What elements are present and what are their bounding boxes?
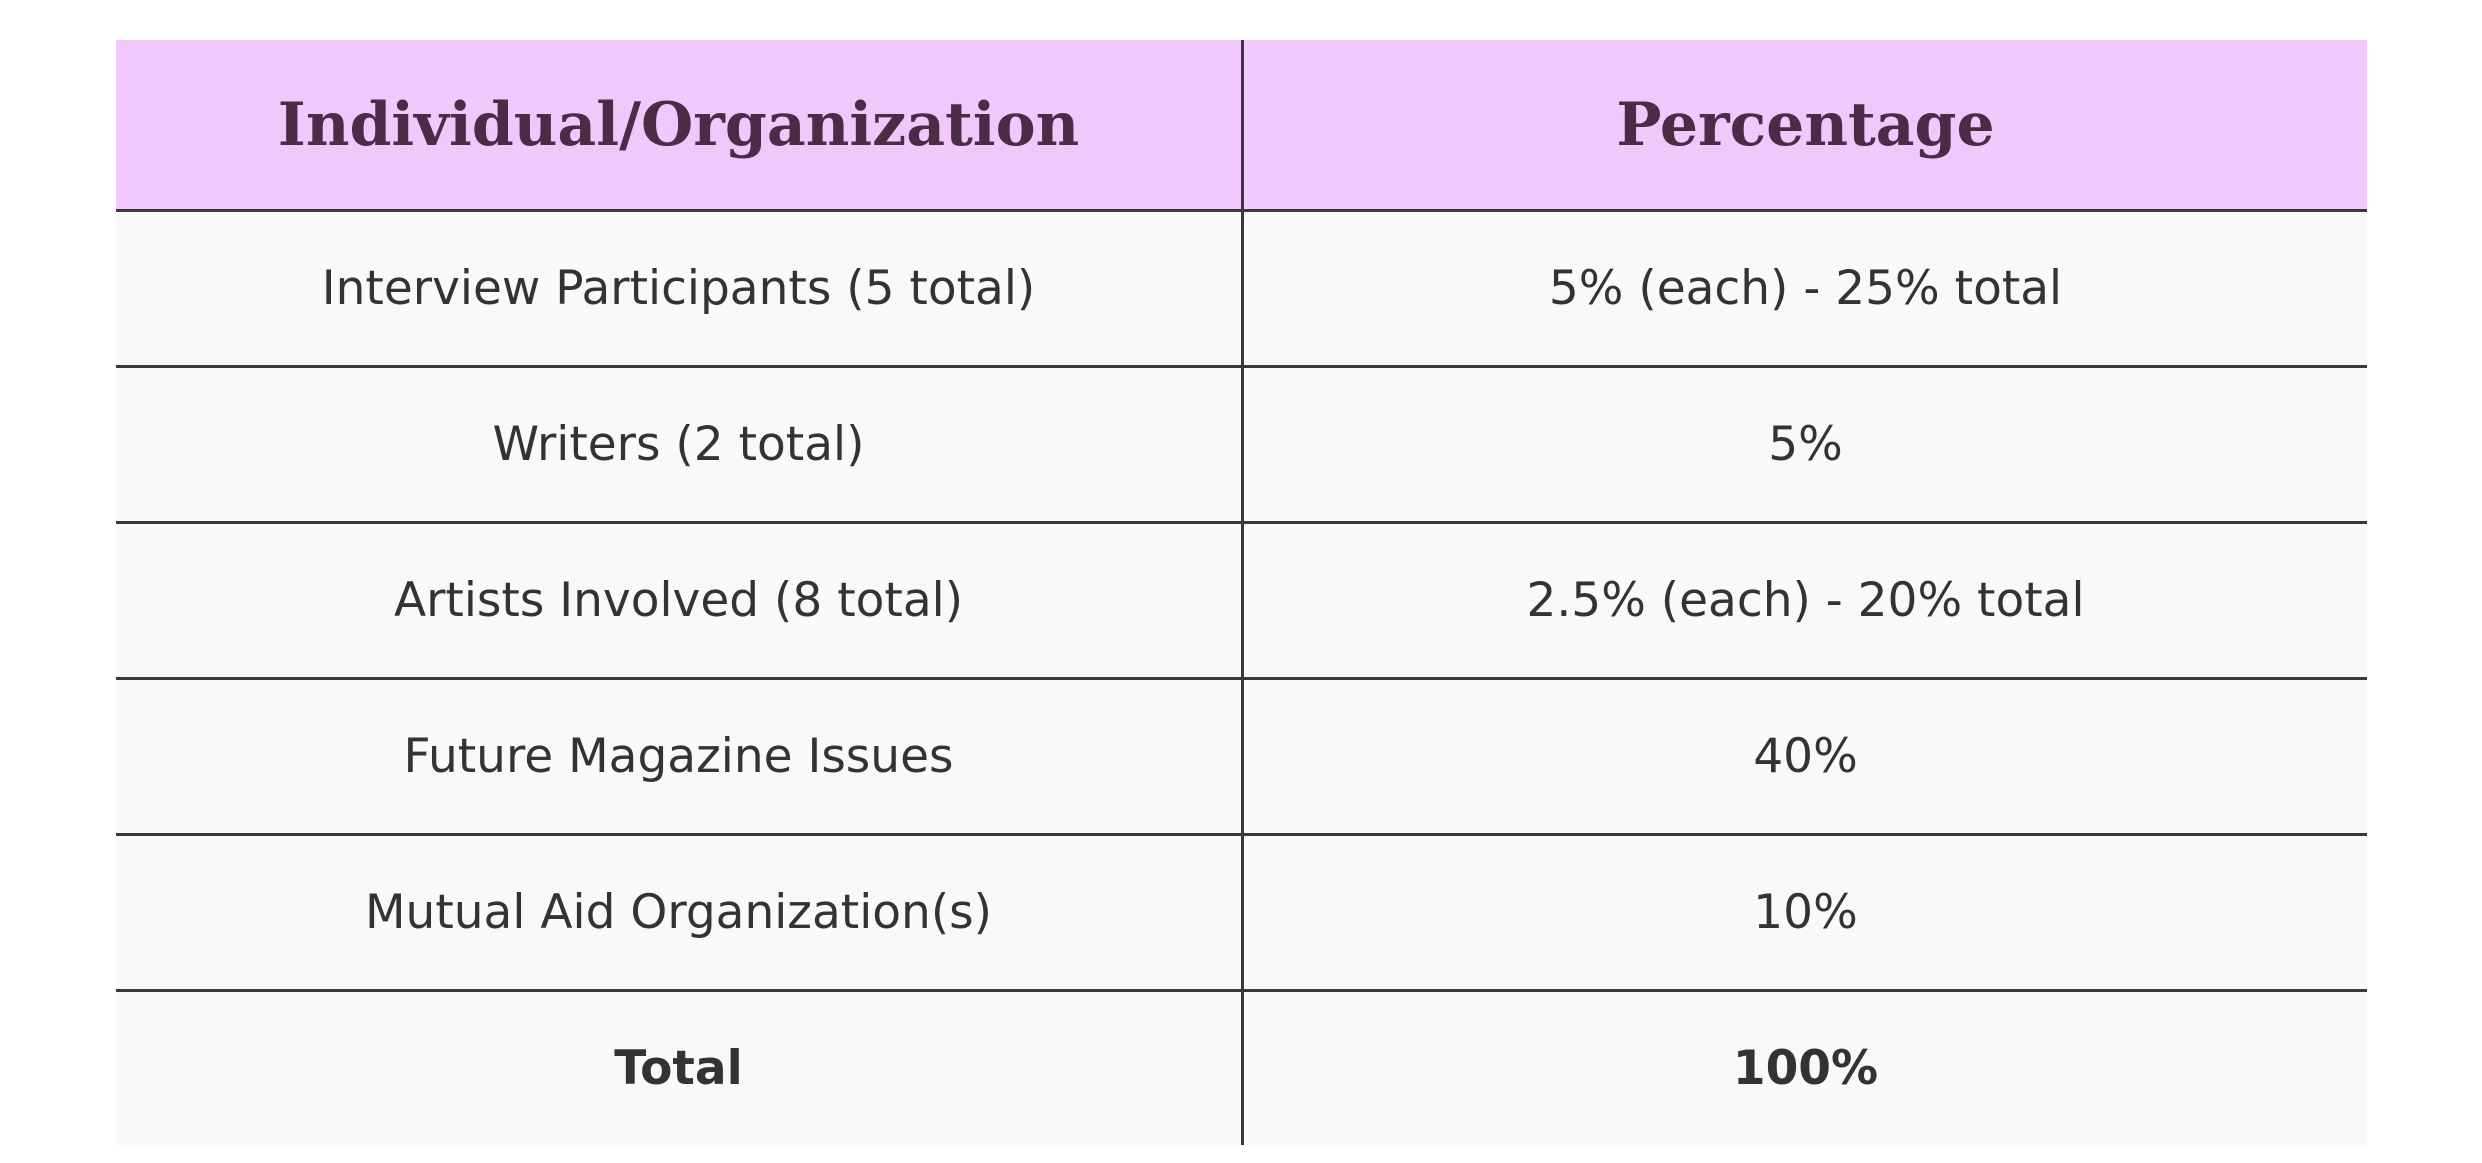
table-cell: Writers (2 total) [116,366,1244,524]
table-row: Mutual Aid Organization(s) 10% [116,834,2367,992]
table-cell: 5% [1242,366,2367,524]
table-body: Interview Participants (5 total) 5% (each… [116,210,2367,1145]
header-cell: Percentage [1242,40,2367,212]
table-row: Artists Involved (8 total) 2.5% (each) - … [116,522,2367,680]
table-row: Interview Participants (5 total) 5% (each… [116,210,2367,368]
table-cell: 5% (each) - 25% total [1242,210,2367,368]
table-cell: 10% [1242,834,2367,992]
table-cell: 100% [1242,990,2367,1145]
table-row: Future Magazine Issues 40% [116,678,2367,836]
header-cell: Individual/Organization [116,40,1244,212]
table-cell: Interview Participants (5 total) [116,210,1244,368]
table-cell: Artists Involved (8 total) [116,522,1244,680]
allocation-table: Individual/Organization Percentage Interv… [116,40,2367,1145]
header-row: Individual/Organization Percentage [116,40,2367,212]
table-cell: Future Magazine Issues [116,678,1244,836]
table-cell: 40% [1242,678,2367,836]
table-cell: Mutual Aid Organization(s) [116,834,1244,992]
table-cell: Total [116,990,1244,1145]
table-row: Writers (2 total) 5% [116,366,2367,524]
table-cell: 2.5% (each) - 20% total [1242,522,2367,680]
table-row: Total 100% [116,990,2367,1145]
